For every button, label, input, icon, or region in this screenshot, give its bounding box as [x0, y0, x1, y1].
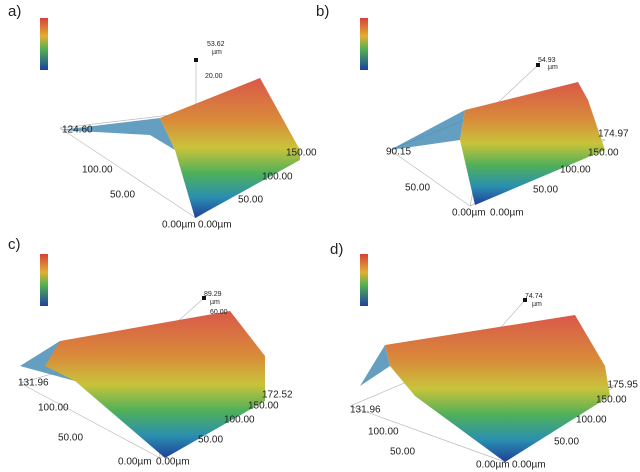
- axis-label: 0.00µm: [512, 460, 546, 471]
- axis-line: [349, 405, 506, 463]
- colorbar: [40, 254, 48, 306]
- axis-label: 172.52: [262, 390, 293, 401]
- axis-label: 60.00: [210, 309, 228, 316]
- axis-label: 90.15: [386, 147, 411, 158]
- axis-label: µm: [212, 49, 222, 56]
- panel-label: a): [8, 3, 21, 20]
- axis-line: [59, 127, 197, 219]
- axis-label: 100.00: [576, 415, 607, 426]
- axis-label: 150.00: [596, 395, 627, 406]
- axis-label: 0.00µm: [162, 220, 196, 231]
- axis-label: µm: [210, 299, 220, 306]
- colorbar: [360, 254, 368, 306]
- height-marker: [536, 63, 540, 67]
- surface: [460, 82, 605, 205]
- surface-slope: [60, 118, 175, 150]
- axis-label: 100.00: [82, 165, 113, 176]
- axis-label: 50.00: [405, 183, 430, 194]
- axis-label: 0.00µm: [118, 457, 152, 468]
- axis-label: 100.00: [560, 165, 591, 176]
- axis-label: 50.00: [58, 433, 83, 444]
- axis-label: 131.96: [18, 378, 49, 389]
- axis-label: 175.95: [607, 380, 638, 391]
- axis-label: 0.00µm: [156, 457, 190, 468]
- axis-label: 100.00: [368, 427, 399, 438]
- axis-label: 150.00: [248, 401, 279, 412]
- axis-label: 100.00: [38, 403, 69, 414]
- axis-label: 54.93: [538, 57, 556, 64]
- axis-label: 89.29: [204, 291, 222, 298]
- height-marker: [202, 296, 206, 300]
- axis-label: 50.00: [554, 437, 579, 448]
- height-marker: [194, 58, 198, 62]
- colorbar: [360, 18, 368, 70]
- surface: [385, 315, 610, 462]
- height-marker: [523, 298, 527, 302]
- axis-label: 100.00: [224, 415, 255, 426]
- axis-label: 0.00µm: [476, 460, 510, 471]
- axis-label: 50.00: [533, 185, 558, 196]
- panel-label: c): [8, 236, 21, 253]
- axis-label: 50.00: [390, 447, 415, 458]
- axis-label: 100.00: [262, 172, 293, 183]
- surface: [45, 311, 265, 458]
- axis-label: 150.00: [286, 148, 317, 159]
- axis-label: 74.74: [525, 293, 543, 300]
- axis-label: 131.96: [350, 405, 381, 416]
- axis-line: [19, 382, 161, 459]
- axis-label: 0.00µm: [490, 208, 524, 219]
- surface-slope: [390, 110, 465, 150]
- panel-label: d): [330, 241, 343, 258]
- axis-label: µm: [548, 64, 558, 71]
- axis-label: 174.97: [598, 129, 629, 140]
- surface-slope: [360, 345, 390, 386]
- axis-label: 124.60: [62, 125, 93, 136]
- axis-label: 0.00µm: [198, 220, 232, 231]
- axis-line: [389, 149, 471, 207]
- axis-label: 20.00: [205, 73, 223, 80]
- axis-label: 53.62: [207, 41, 225, 48]
- axis-label: 50.00: [110, 190, 135, 201]
- surface: [160, 78, 300, 218]
- panel-label: b): [316, 3, 329, 20]
- axis-label: 50.00: [238, 195, 263, 206]
- axis-label: µm: [532, 301, 542, 308]
- axis-label: 50.00: [198, 435, 223, 446]
- axis-label: 0.00µm: [452, 208, 486, 219]
- colorbar: [40, 18, 48, 70]
- axis-label: 150.00: [588, 148, 619, 159]
